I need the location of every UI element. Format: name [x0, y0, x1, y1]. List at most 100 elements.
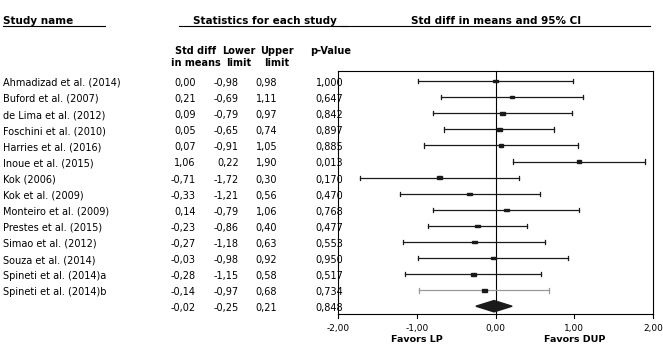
Text: 0,05: 0,05	[174, 126, 196, 136]
Text: 0,07: 0,07	[174, 142, 196, 152]
Bar	[510, 96, 514, 98]
Text: 0,768: 0,768	[316, 207, 343, 217]
Text: 1,90: 1,90	[256, 159, 277, 169]
Text: 0,97: 0,97	[255, 110, 277, 120]
Text: 1,06: 1,06	[256, 207, 277, 217]
Text: 0,74: 0,74	[255, 126, 277, 136]
Text: -0,25: -0,25	[213, 303, 239, 313]
Text: 0,22: 0,22	[217, 159, 239, 169]
Text: Study name: Study name	[3, 16, 73, 26]
Bar	[475, 225, 480, 227]
Bar	[491, 257, 495, 259]
Text: 0,885: 0,885	[316, 142, 343, 152]
Text: 0,848: 0,848	[316, 303, 343, 313]
Text: de Lima et al. (2012): de Lima et al. (2012)	[3, 110, 105, 120]
Text: Favors DUP: Favors DUP	[544, 335, 605, 343]
Text: Foschini et al. (2010): Foschini et al. (2010)	[3, 126, 105, 136]
Text: 1,00: 1,00	[564, 324, 584, 333]
Bar	[472, 241, 477, 244]
Text: 0,553: 0,553	[316, 239, 343, 249]
Text: 0,92: 0,92	[255, 255, 277, 265]
Text: 0,98: 0,98	[256, 78, 277, 88]
Bar	[499, 144, 503, 147]
Text: 0,170: 0,170	[316, 175, 343, 184]
Text: Buford et al. (2007): Buford et al. (2007)	[3, 94, 98, 104]
Bar	[505, 209, 509, 211]
Text: -0,86: -0,86	[213, 223, 239, 233]
Text: -2,00: -2,00	[327, 324, 349, 333]
Text: Favors LP: Favors LP	[391, 335, 443, 343]
Text: 0,842: 0,842	[316, 110, 343, 120]
Text: Std diff
in means: Std diff in means	[170, 46, 221, 68]
Text: Statistics for each study: Statistics for each study	[192, 16, 337, 26]
Text: 0,63: 0,63	[256, 239, 277, 249]
Text: 0,897: 0,897	[316, 126, 343, 136]
Text: 0,517: 0,517	[316, 271, 343, 281]
Text: -0,71: -0,71	[170, 175, 196, 184]
Bar	[493, 80, 498, 82]
Bar	[577, 160, 581, 163]
Text: 0,14: 0,14	[174, 207, 196, 217]
Text: Kok et al. (2009): Kok et al. (2009)	[3, 190, 84, 201]
Text: -0,97: -0,97	[213, 287, 239, 297]
Text: -0,91: -0,91	[213, 142, 239, 152]
Text: Spineti et al. (2014)a: Spineti et al. (2014)a	[3, 271, 106, 281]
Text: p-Value: p-Value	[310, 46, 351, 56]
Text: Souza et al. (2014): Souza et al. (2014)	[3, 255, 95, 265]
Text: 0,68: 0,68	[256, 287, 277, 297]
Text: -0,03: -0,03	[170, 255, 196, 265]
Text: -0,69: -0,69	[213, 94, 239, 104]
Bar	[438, 177, 442, 179]
Text: Upper
limit: Upper limit	[261, 46, 294, 68]
Text: 0,013: 0,013	[316, 159, 343, 169]
Bar	[482, 289, 487, 292]
Text: 0,647: 0,647	[316, 94, 343, 104]
Text: Inoue et al. (2015): Inoue et al. (2015)	[3, 159, 93, 169]
Text: Simao et al. (2012): Simao et al. (2012)	[3, 239, 96, 249]
Bar	[501, 112, 505, 114]
Text: -0,65: -0,65	[213, 126, 239, 136]
Text: Spineti et al. (2014)b: Spineti et al. (2014)b	[3, 287, 106, 297]
Text: -1,00: -1,00	[405, 324, 428, 333]
Text: 0,477: 0,477	[316, 223, 343, 233]
Text: Prestes et al. (2015): Prestes et al. (2015)	[3, 223, 102, 233]
Bar	[497, 128, 502, 131]
Text: -1,15: -1,15	[213, 271, 239, 281]
Text: Ahmadizad et al. (2014): Ahmadizad et al. (2014)	[3, 78, 120, 88]
Polygon shape	[476, 301, 512, 312]
Text: -1,18: -1,18	[213, 239, 239, 249]
Text: 0,950: 0,950	[316, 255, 343, 265]
Text: 1,11: 1,11	[256, 94, 277, 104]
Text: -1,72: -1,72	[213, 175, 239, 184]
Text: -0,14: -0,14	[170, 287, 196, 297]
Text: 0,09: 0,09	[174, 110, 196, 120]
Bar	[471, 273, 476, 275]
Text: Std diff in means and 95% CI: Std diff in means and 95% CI	[410, 16, 581, 26]
Text: 0,58: 0,58	[255, 271, 277, 281]
Text: 0,00: 0,00	[485, 324, 506, 333]
Bar	[467, 193, 472, 195]
Text: -0,23: -0,23	[170, 223, 196, 233]
Text: -0,79: -0,79	[213, 207, 239, 217]
Text: 0,470: 0,470	[316, 190, 343, 201]
Text: 0,00: 0,00	[174, 78, 196, 88]
Text: 1,000: 1,000	[316, 78, 343, 88]
Text: -0,28: -0,28	[170, 271, 196, 281]
Text: 0,734: 0,734	[316, 287, 343, 297]
Text: Lower
limit: Lower limit	[222, 46, 255, 68]
Text: 1,05: 1,05	[255, 142, 277, 152]
Text: -1,21: -1,21	[213, 190, 239, 201]
Text: -0,79: -0,79	[213, 110, 239, 120]
Text: Kok (2006): Kok (2006)	[3, 175, 56, 184]
Text: 0,56: 0,56	[255, 190, 277, 201]
Text: -0,98: -0,98	[213, 78, 239, 88]
Text: -0,02: -0,02	[170, 303, 196, 313]
Text: 0,30: 0,30	[256, 175, 277, 184]
Text: 2,00: 2,00	[643, 324, 663, 333]
Text: 0,21: 0,21	[174, 94, 196, 104]
Text: Monteiro et al. (2009): Monteiro et al. (2009)	[3, 207, 109, 217]
Text: -0,98: -0,98	[213, 255, 239, 265]
Text: Harries et al. (2016): Harries et al. (2016)	[3, 142, 101, 152]
Text: -0,27: -0,27	[170, 239, 196, 249]
Text: -0,33: -0,33	[170, 190, 196, 201]
